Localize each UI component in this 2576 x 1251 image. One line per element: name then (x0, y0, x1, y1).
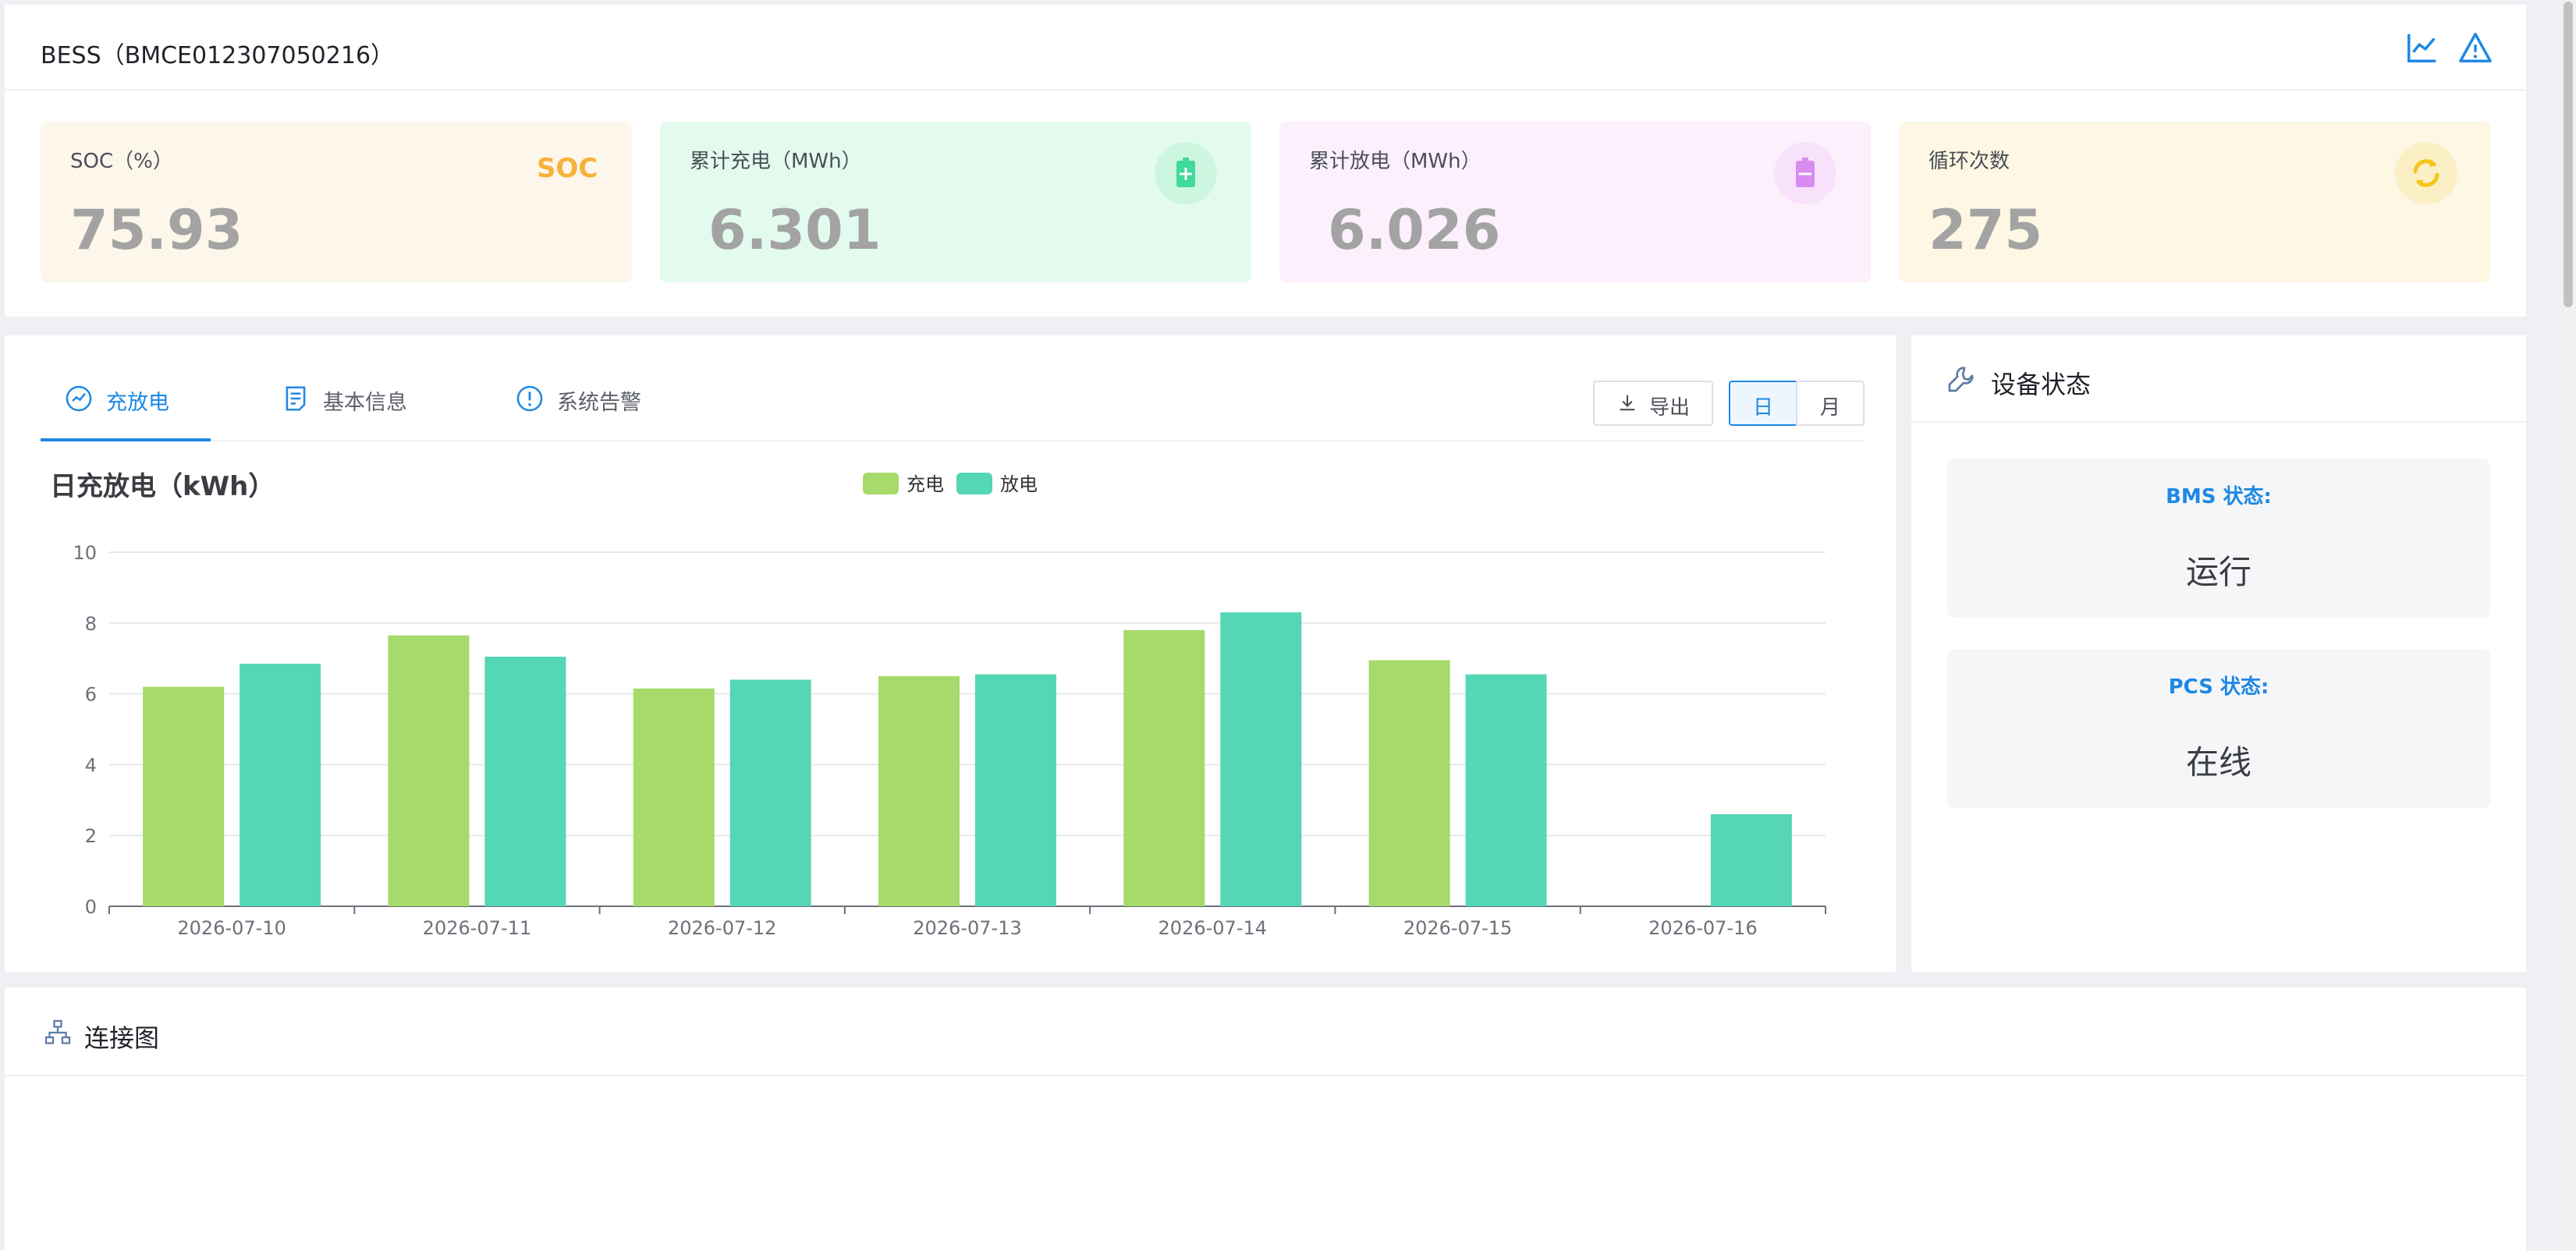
export-button[interactable]: 导出 (1593, 381, 1713, 426)
y-tick-label: 2 (85, 825, 97, 847)
download-icon (1620, 395, 1635, 411)
cycle-icon (2395, 142, 2457, 204)
bar-discharge (1710, 813, 1792, 906)
x-tick-label: 2026-07-10 (177, 917, 286, 939)
kpi-value: 75.93 (70, 198, 243, 262)
bar-charge (1368, 660, 1450, 906)
bms-status-box: BMS 状态: 运行 (1947, 459, 2490, 618)
month-label: 月 (1819, 396, 1840, 420)
legend-label: 放电 (1000, 473, 1038, 495)
kpi-value: 275 (1928, 198, 2043, 262)
tabs-divider (41, 440, 1865, 441)
x-tick-label: 2026-07-11 (423, 917, 531, 939)
bar-discharge (1220, 612, 1302, 906)
day-toggle-button[interactable]: 日 (1729, 381, 1797, 426)
battery-plus-icon (1155, 142, 1217, 204)
bms-status-label: BMS 状态: (2166, 485, 2272, 509)
soc-text-icon: SOC (537, 153, 598, 184)
connection-title: 连接图 (84, 1023, 160, 1053)
y-tick-label: 4 (85, 754, 97, 776)
x-tick-label: 2026-07-12 (668, 917, 776, 939)
device-status-card: 设备状态 BMS 状态: 运行 PCS 状态: 在线 (1911, 335, 2526, 972)
legend-label: 充电 (907, 473, 944, 495)
bar-chart: 0 2 4 6 8 10 2026-07-10 2026-07-11 2026-07-12 202… (73, 473, 1826, 939)
kpi-total-discharge: 累计放电（MWh） 6.026 (1279, 122, 1871, 282)
bar-discharge (729, 679, 811, 906)
x-tick-label: 2026-07-15 (1403, 917, 1512, 939)
summary-card: BESS（BMCE012307050216） SOC（%） 75.93 SOC … (5, 5, 2526, 317)
scrollbar-thumb[interactable] (2564, 2, 2573, 307)
battery-minus-icon (1774, 142, 1836, 204)
kpi-label: 累计充电（MWh） (690, 150, 862, 173)
month-toggle-button[interactable]: 月 (1796, 381, 1865, 426)
bar-charge (388, 635, 470, 906)
bar-discharge (240, 664, 321, 906)
kpi-value: 6.026 (1328, 198, 1501, 262)
y-tick-label: 8 (85, 613, 97, 635)
active-tab-indicator (41, 438, 211, 441)
bar-charge (633, 688, 715, 906)
tab-charge-discharge[interactable]: 充放电 (64, 381, 212, 420)
header-bar: BESS（BMCE012307050216） (5, 5, 2526, 90)
tab-label: 充放电 (106, 391, 169, 415)
document-icon (286, 386, 306, 411)
x-tick-label: 2026-07-14 (1158, 917, 1267, 939)
hierarchy-icon (44, 1019, 71, 1044)
chart-title: 日充放电（kWh） (50, 471, 275, 502)
y-tick-label: 0 (85, 896, 97, 918)
bar-charge (1123, 629, 1205, 906)
export-label: 导出 (1649, 396, 1691, 420)
tab-label: 基本信息 (323, 391, 407, 415)
bar-discharge (484, 656, 566, 906)
kpi-cycle-count: 循环次数 275 (1899, 122, 2490, 282)
connection-header: 连接图 (5, 987, 2526, 1076)
kpi-label: 累计放电（MWh） (1309, 150, 1481, 173)
page-scrollbar[interactable] (2560, 0, 2576, 1251)
alert-circle-icon (516, 385, 543, 412)
legend-swatch (956, 473, 992, 494)
wrench-icon (1948, 367, 1974, 392)
pcs-status-box: PCS 状态: 在线 (1947, 649, 2490, 808)
pcs-status-value: 在线 (2185, 743, 2251, 781)
warning-icon[interactable] (2457, 30, 2493, 66)
x-tick-label: 2026-07-16 (1648, 917, 1757, 939)
y-tick-label: 6 (85, 684, 97, 706)
connection-diagram-card: 连接图 (5, 987, 2526, 1251)
bar-discharge (975, 674, 1056, 906)
status-header: 设备状态 (1911, 335, 2526, 423)
status-title: 设备状态 (1991, 370, 2092, 399)
kpi-label: SOC（%） (70, 150, 173, 173)
legend-swatch (863, 473, 899, 494)
bar-charge (878, 675, 960, 906)
bms-status-value: 运行 (2185, 553, 2251, 591)
tab-system-alarm[interactable]: 系统告警 (515, 381, 671, 420)
kpi-label: 循环次数 (1928, 150, 2010, 173)
line-chart-icon[interactable] (2404, 30, 2440, 66)
day-label: 日 (1752, 396, 1773, 420)
charge-discharge-card: 充放电 基本信息 系统告警 导出 日 月 日充放电（kWh） 0 2 4 6 8 10 20… (5, 335, 1896, 972)
trend-icon (66, 385, 92, 412)
tab-label: 系统告警 (557, 391, 641, 415)
page-title: BESS（BMCE012307050216） (41, 42, 395, 69)
x-tick-label: 2026-07-13 (913, 917, 1021, 939)
pcs-status-label: PCS 状态: (2168, 675, 2269, 699)
kpi-value: 6.301 (708, 198, 882, 262)
kpi-soc: SOC（%） 75.93 SOC (41, 122, 632, 282)
tab-basic-info[interactable]: 基本信息 (281, 381, 437, 420)
y-tick-label: 10 (73, 542, 97, 564)
bar-discharge (1465, 674, 1547, 906)
kpi-total-charge: 累计充电（MWh） 6.301 (660, 122, 1251, 282)
bar-charge (143, 686, 225, 906)
